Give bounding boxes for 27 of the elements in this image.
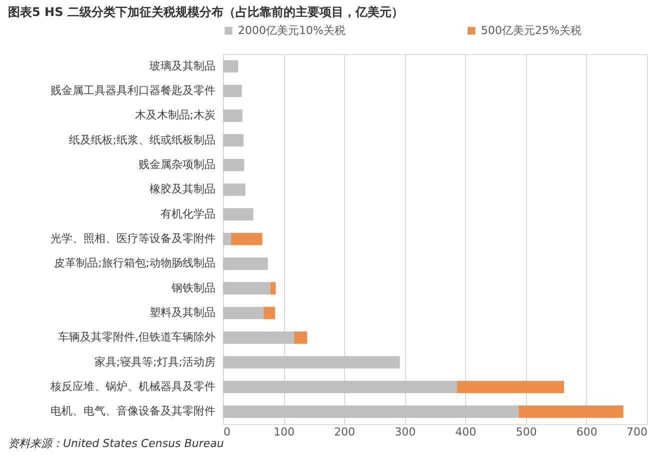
y-tick-label: 钢铁制品 [170,281,216,294]
legend-label: 2000亿美元10%关税 [238,24,346,37]
y-tick-label: 橡胶及其制品 [150,182,216,196]
y-tick-label: 有机化学品 [160,207,216,220]
x-tick-label: 100 [274,426,295,438]
text: 资料来源：United States Census Bureau [8,437,224,450]
y-tick-label: 家具;寝具等;灯具;活动房 [94,355,216,368]
x-tick-label: 300 [394,426,416,438]
x-tick-label: 500 [516,426,537,438]
y-tick-label: 核反应堆、锅炉、机械器具及零件 [50,380,216,393]
x-tick-label: 200 [334,426,356,438]
x-tick-label: 0 [224,426,230,438]
legend-label: 500亿美元25%关税 [481,24,582,37]
y-tick-label: 贱金属杂项制品 [138,158,216,171]
y-tick-label: 纸及纸板;纸浆、纸或纸板制品 [68,133,216,146]
y-tick-label: 木及木制品;木炭 [134,108,216,122]
y-tick-label: 电机、电气、音像设备及其零附件 [50,404,216,418]
y-tick-label: 玻璃及其制品 [150,59,216,72]
y-tick-label: 皮革制品;旅行箱包;动物肠线制品 [54,256,216,270]
y-tick-label: 贱金属工具器具利口器餐匙及零件 [50,84,216,97]
chart-title: 图表5 HS 二级分类下加征关税规模分布（占比靠前的主要项目，亿美元） [8,5,404,19]
x-tick-label: 400 [455,426,476,438]
x-tick-label: 600 [576,426,598,438]
y-tick-label: 塑料及其制品 [150,306,216,319]
x-tick-label: 700 [626,426,648,438]
y-tick-label: 车辆及其零附件,但铁道车辆除外 [58,330,216,344]
y-tick-label: 光学、照相、医疗等设备及零附件 [50,232,216,245]
